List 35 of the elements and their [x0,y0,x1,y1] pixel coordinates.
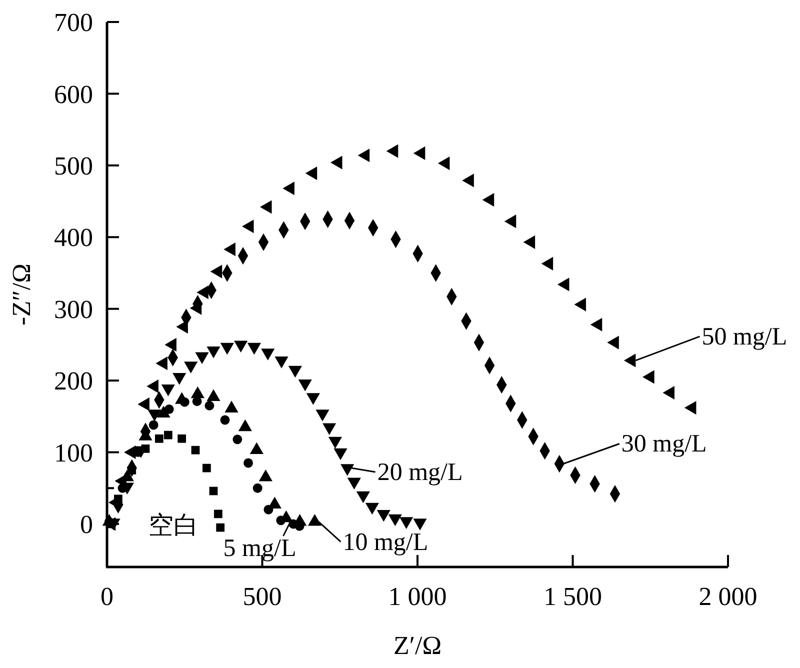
point [220,415,230,425]
point [209,486,218,496]
legend-label: 30 mg/L [621,430,707,458]
series-label: 空白 [148,512,198,540]
y-tick-label: 300 [54,294,93,324]
y-tick-label: 400 [54,223,93,252]
point [244,458,253,468]
y-tick-label: 600 [54,80,93,109]
point [164,430,172,440]
point [252,483,262,493]
y-tick-label: 500 [54,152,93,181]
y-tick-label: 200 [54,366,93,396]
y-tick-label: 700 [54,8,93,38]
y-tick-label: 100 [54,438,93,468]
point [148,420,158,430]
point [202,464,211,472]
y-axis-title: -Z″/Ω [7,264,36,326]
legend-label: 50 mg/L [702,323,788,350]
point [191,446,200,454]
legend-label: 10 mg/L [342,528,428,556]
point [204,400,214,410]
x-tick-label: 500 [242,582,282,611]
x-axis-title: Z′/Ω [393,631,442,660]
legend-label: 20 mg/L [377,459,463,486]
point [178,434,186,443]
point [232,434,242,444]
point [154,434,164,443]
y-tick-label: 0 [80,510,93,540]
x-tick-label: 1 000 [388,582,447,611]
x-tick-label: 0 [100,582,114,611]
x-tick-label: 1 500 [544,582,602,611]
x-tick-label: 2 000 [698,582,758,611]
point [216,523,225,532]
point [214,510,222,518]
series-label: 5 mg/L [223,534,296,562]
